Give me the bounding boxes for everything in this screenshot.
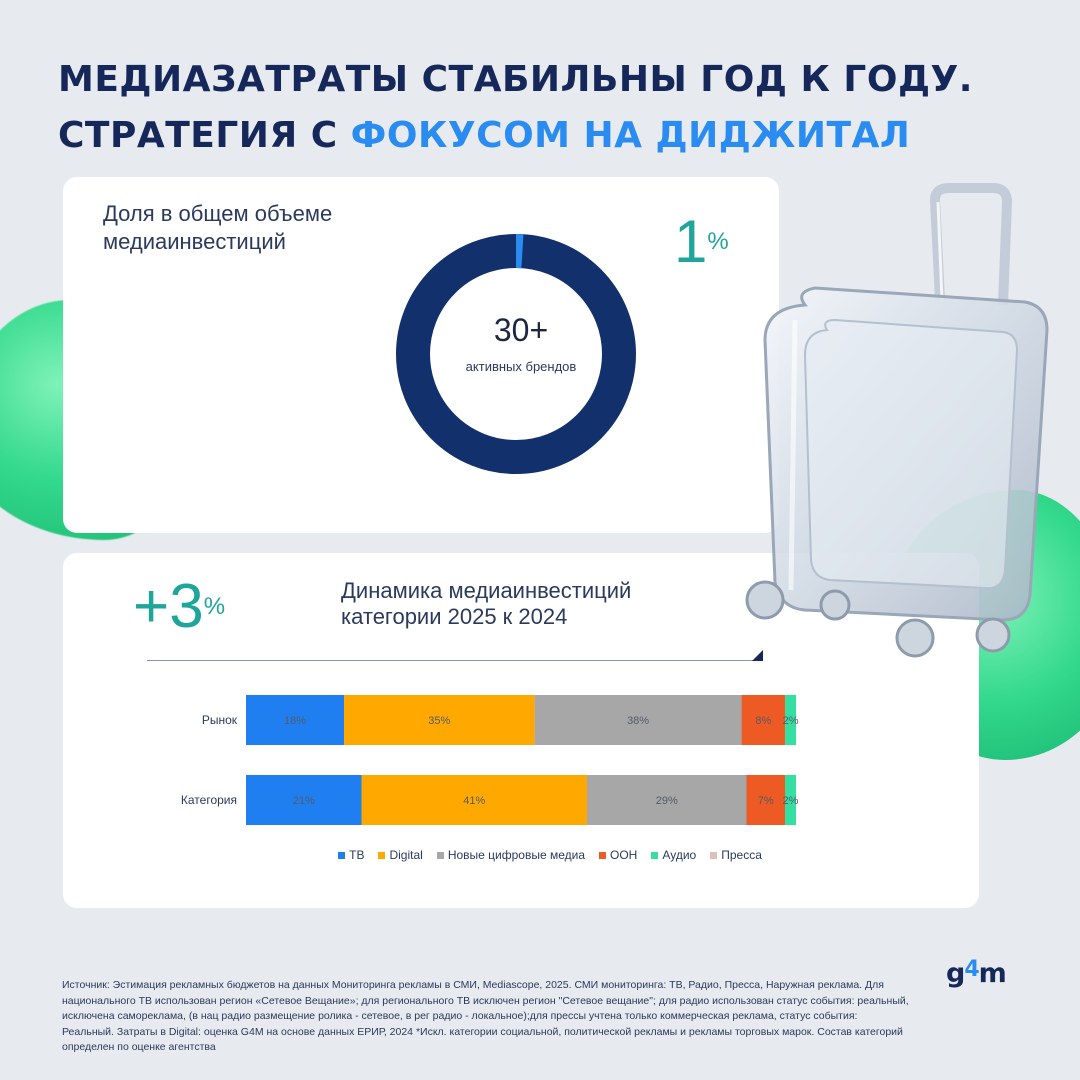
data-label: 35% (428, 715, 450, 727)
chart-legend: ТВ Digital Новые цифровые медиа OOH Аудио Пре… (0, 848, 1080, 862)
data-label: 2% (783, 795, 799, 807)
legend-label: Пресса (721, 848, 762, 862)
legend-item: Пресса (710, 848, 762, 862)
legend-swatch (710, 851, 718, 859)
dynamics-label: Динамика медиаинвестиций категории 2025 … (341, 578, 632, 629)
data-label: 18% (284, 715, 306, 727)
legend-label: Новые цифровые медиа (447, 848, 586, 862)
legend-item: Аудио (651, 848, 696, 862)
data-label: 7% (758, 795, 774, 807)
divider-corner-mark (752, 650, 763, 661)
donut-center-value: 30+ (493, 312, 549, 348)
legend-swatch (651, 851, 659, 859)
share-value: 1 (674, 208, 708, 275)
dynamics-unit: % (203, 593, 226, 620)
legend-label: ТВ (349, 848, 365, 862)
dynamics-percentage: +3% (133, 576, 225, 638)
legend-swatch (338, 851, 346, 859)
headline-line-2: СТРАТЕГИЯ С ФОКУСОМ НА ДИДЖИТАЛ (58, 108, 973, 164)
headline: МЕДИАЗАТРАТЫ СТАБИЛЬНЫ ГОД К ГОДУ. СТРАТ… (58, 52, 973, 164)
bar-segment (741, 695, 786, 745)
bar-segment (746, 775, 785, 825)
category-label: Рынок (202, 713, 238, 727)
bar-segment (785, 695, 796, 745)
data-label: 29% (656, 795, 678, 807)
category-label: Категория (181, 793, 237, 807)
data-label: 41% (463, 795, 485, 807)
share-donut (396, 234, 636, 474)
data-label: 8% (755, 715, 771, 727)
legend-label: OOH (610, 848, 638, 862)
data-label: 38% (627, 715, 649, 727)
donut-center-caption: активных брендов (465, 359, 577, 374)
bar-segment (534, 695, 742, 745)
donut-slice-category (396, 234, 636, 474)
bar-segment (246, 695, 345, 745)
g4m-logo: g4m (946, 957, 1007, 989)
share-label: Доля в общем объеме медиаинвестиций (103, 201, 333, 254)
media-split-bar-chart: Рынок 18% 35% 38% 8% 2% Категория 21% 41% 29% 7% 2% (181, 695, 799, 825)
legend-swatch (378, 851, 386, 859)
legend-item: ТВ (338, 848, 364, 862)
legend-item: Digital (378, 848, 423, 862)
headline-line-2-accent: ФОКУСОМ НА ДИДЖИТАЛ (350, 115, 911, 156)
share-percentage: 1% (674, 212, 729, 272)
data-label: 2% (783, 715, 799, 727)
transparent-suitcase-illustration (745, 183, 1049, 658)
data-label: 21% (293, 795, 315, 807)
legend-swatch (599, 851, 607, 859)
legend-label: Digital (389, 848, 423, 862)
bar-segment (361, 775, 587, 825)
bar-segment (785, 775, 796, 825)
bar-segment (344, 695, 535, 745)
headline-line-1: МЕДИАЗАТРАТЫ СТАБИЛЬНЫ ГОД К ГОДУ. (58, 59, 973, 100)
dynamics-value: +3 (133, 572, 204, 641)
bar-segment (587, 775, 747, 825)
legend-swatch (436, 851, 444, 859)
share-unit: % (707, 228, 729, 255)
donut-track (396, 234, 636, 474)
legend-item: OOH (599, 848, 637, 862)
source-footnote: Источник: Эстимация рекламных бюджетов н… (62, 979, 909, 1053)
divider-line (147, 660, 763, 661)
legend-label: Аудио (662, 848, 697, 862)
bar-segment (246, 775, 362, 825)
headline-line-2-prefix: СТРАТЕГИЯ С (58, 115, 351, 156)
legend-item: Новые цифровые медиа (436, 848, 586, 862)
